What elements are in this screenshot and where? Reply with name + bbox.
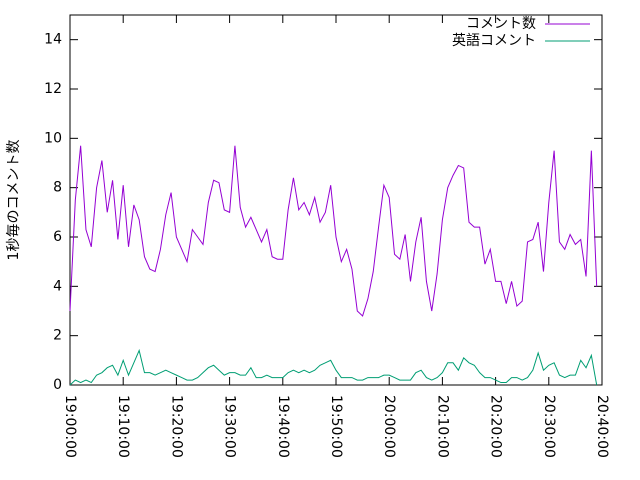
- y-tick-label: 12: [44, 81, 62, 97]
- data-line: [69, 348, 598, 386]
- y-tick-label: 2: [53, 328, 62, 344]
- legend-label: 英語コメント: [452, 32, 536, 49]
- y-tick-label: 4: [53, 278, 62, 294]
- data-line: [69, 145, 598, 317]
- x-tick-label: 19:40:00: [275, 395, 291, 458]
- plot-frame: [69, 14, 603, 386]
- y-tick-label: 14: [44, 32, 62, 48]
- legend-label: コメント数: [466, 16, 536, 32]
- x-tick-label: 19:00:00: [62, 395, 78, 458]
- y-tick-label: 6: [53, 229, 62, 245]
- x-tick-label: 19:30:00: [222, 395, 238, 458]
- x-tick-label: 20:40:00: [594, 395, 610, 458]
- x-tick-label: 19:10:00: [115, 395, 131, 458]
- x-tick-label: 20:00:00: [381, 395, 397, 458]
- x-tick-label: 20:20:00: [488, 395, 504, 458]
- x-tick-label: 19:50:00: [328, 395, 344, 458]
- x-tick-label: 19:20:00: [168, 395, 184, 458]
- x-tick-label: 20:10:00: [434, 395, 450, 458]
- y-axis-label: 1秒毎のコメント数: [6, 140, 22, 261]
- x-tick-label: 20:30:00: [541, 395, 557, 458]
- y-tick-label: 0: [53, 377, 62, 393]
- y-tick-label: 10: [44, 130, 62, 146]
- y-tick-label: 8: [53, 180, 62, 196]
